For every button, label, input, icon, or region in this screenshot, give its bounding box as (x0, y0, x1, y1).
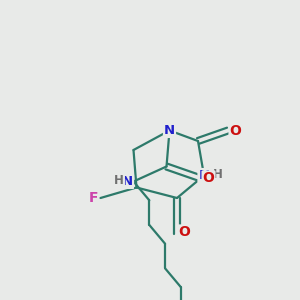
Text: H: H (114, 173, 124, 187)
Text: N: N (164, 124, 175, 137)
Text: O: O (202, 172, 214, 185)
Text: N: N (198, 169, 210, 182)
Text: N: N (122, 175, 133, 188)
Text: H: H (213, 167, 222, 181)
Text: O: O (230, 124, 242, 137)
Text: O: O (178, 226, 190, 239)
Text: F: F (88, 191, 98, 205)
